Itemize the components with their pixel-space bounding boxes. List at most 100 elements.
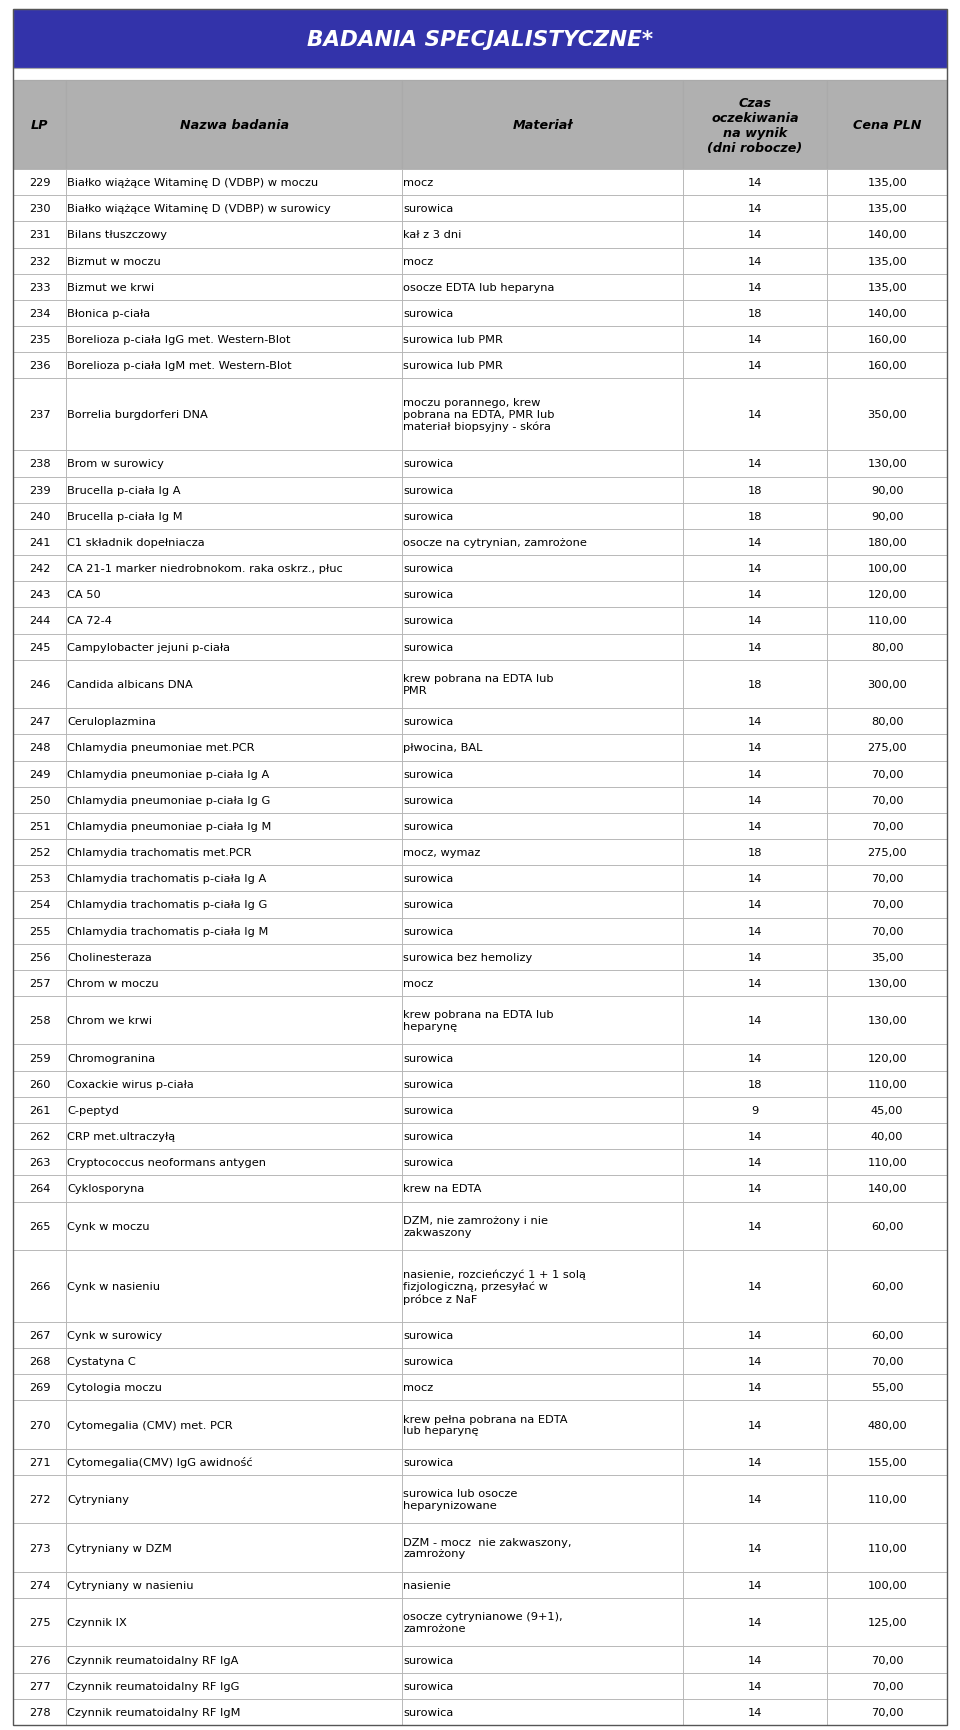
Text: 70,00: 70,00 (871, 900, 903, 910)
Bar (828, 170, 947, 195)
Text: Czynnik reumatoidalny RF IgA: Czynnik reumatoidalny RF IgA (67, 1654, 238, 1664)
Text: 70,00: 70,00 (871, 770, 903, 778)
Text: 273: 273 (29, 1543, 51, 1554)
Text: 14: 14 (748, 282, 762, 292)
Bar (13, 996, 66, 1045)
Bar (828, 1123, 947, 1149)
Bar (66, 529, 402, 555)
Bar (66, 813, 402, 839)
Bar (13, 865, 66, 893)
Text: 18: 18 (748, 486, 762, 495)
Bar (13, 971, 66, 996)
Text: 267: 267 (29, 1330, 50, 1341)
Bar (683, 635, 828, 661)
Bar (66, 1071, 402, 1097)
Bar (402, 996, 683, 1045)
Text: 35,00: 35,00 (871, 952, 903, 962)
Bar (402, 477, 683, 503)
Text: Chromogranina: Chromogranina (67, 1054, 156, 1062)
Text: krew pełna pobrana na EDTA
lub heparynę: krew pełna pobrana na EDTA lub heparynę (403, 1413, 567, 1436)
Bar (13, 1176, 66, 1202)
Text: surowica lub osocze
heparynizowane: surowica lub osocze heparynizowane (403, 1488, 517, 1510)
Bar (402, 839, 683, 865)
Text: 246: 246 (29, 680, 50, 690)
Bar (13, 1673, 66, 1699)
Bar (402, 635, 683, 661)
Text: 14: 14 (748, 770, 762, 778)
Text: 232: 232 (29, 256, 50, 266)
Bar (828, 1176, 947, 1202)
Bar (13, 919, 66, 945)
Text: mocz: mocz (403, 178, 433, 189)
Text: 250: 250 (29, 796, 51, 804)
Text: 270: 270 (29, 1420, 51, 1429)
Text: Cryptococcus neoformans antygen: Cryptococcus neoformans antygen (67, 1157, 266, 1168)
Text: Chlamydia trachomatis p-ciała Ig M: Chlamydia trachomatis p-ciała Ig M (67, 926, 268, 936)
Bar (683, 1524, 828, 1573)
Bar (828, 761, 947, 787)
Text: 300,00: 300,00 (867, 680, 907, 690)
Bar (683, 301, 828, 327)
Text: 140,00: 140,00 (867, 1183, 907, 1194)
Bar (402, 170, 683, 195)
Bar (402, 813, 683, 839)
Text: 14: 14 (748, 1654, 762, 1664)
Bar (828, 1599, 947, 1647)
Bar (66, 275, 402, 301)
Text: 70,00: 70,00 (871, 796, 903, 804)
Text: 14: 14 (748, 1382, 762, 1393)
Text: 70,00: 70,00 (871, 926, 903, 936)
Bar (683, 1374, 828, 1401)
Text: 251: 251 (29, 822, 51, 832)
Text: 266: 266 (29, 1282, 50, 1291)
Bar (828, 1322, 947, 1348)
Text: 277: 277 (29, 1682, 51, 1690)
Bar (13, 529, 66, 555)
Text: 18: 18 (748, 680, 762, 690)
Bar (402, 761, 683, 787)
Text: Chrom w moczu: Chrom w moczu (67, 979, 158, 988)
Bar (683, 1450, 828, 1476)
Text: 18: 18 (748, 1080, 762, 1090)
Bar (66, 353, 402, 379)
Text: 247: 247 (29, 716, 50, 727)
Bar (683, 1673, 828, 1699)
Text: Cena PLN: Cena PLN (853, 119, 922, 131)
Bar (683, 81, 828, 170)
Text: 14: 14 (748, 1543, 762, 1554)
Text: Cytomegalia(CMV) IgG awidność: Cytomegalia(CMV) IgG awidność (67, 1457, 252, 1467)
Bar (13, 503, 66, 529)
Text: surowica lub PMR: surowica lub PMR (403, 336, 503, 344)
Text: 100,00: 100,00 (867, 1579, 907, 1590)
Bar (828, 945, 947, 971)
Text: 252: 252 (29, 848, 50, 858)
Bar (828, 503, 947, 529)
Bar (683, 249, 828, 275)
Text: 70,00: 70,00 (871, 1708, 903, 1716)
Bar (13, 1202, 66, 1251)
Bar (66, 81, 402, 170)
Bar (13, 709, 66, 735)
Text: mocz, wymaz: mocz, wymaz (403, 848, 481, 858)
Bar (66, 709, 402, 735)
Bar (683, 971, 828, 996)
Bar (13, 1647, 66, 1673)
Bar (66, 503, 402, 529)
Bar (402, 1699, 683, 1725)
Bar (402, 1573, 683, 1599)
Bar (402, 971, 683, 996)
Bar (402, 529, 683, 555)
Bar (683, 379, 828, 452)
Text: 160,00: 160,00 (867, 336, 907, 344)
Text: 110,00: 110,00 (867, 616, 907, 626)
Text: Candida albicans DNA: Candida albicans DNA (67, 680, 193, 690)
Text: 70,00: 70,00 (871, 874, 903, 884)
Text: Czas
oczekiwania
na wynik
(dni robocze): Czas oczekiwania na wynik (dni robocze) (708, 97, 803, 154)
Text: 155,00: 155,00 (867, 1457, 907, 1467)
Text: 14: 14 (748, 1708, 762, 1716)
Text: C1 składnik dopełniacza: C1 składnik dopełniacza (67, 538, 204, 548)
Text: Cytologia moczu: Cytologia moczu (67, 1382, 162, 1393)
Text: krew na EDTA: krew na EDTA (403, 1183, 482, 1194)
Text: Ceruloplazmina: Ceruloplazmina (67, 716, 156, 727)
Text: surowica: surowica (403, 900, 453, 910)
